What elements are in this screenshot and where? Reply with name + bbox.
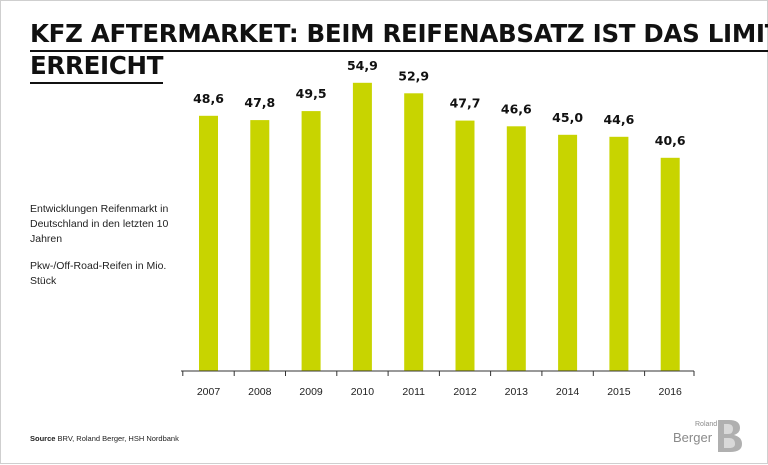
x-tick-label-2016: 2016: [659, 386, 683, 398]
value-label-2007: 48,6: [193, 91, 224, 106]
value-label-2008: 47,8: [244, 95, 275, 110]
value-label-2009: 49,5: [296, 86, 327, 101]
roland-berger-logo: Roland Berger: [673, 419, 745, 453]
bar-2013: [506, 126, 526, 371]
x-tick-label-2007: 2007: [197, 386, 221, 398]
value-label-2010: 54,9: [347, 58, 378, 73]
x-tick-label-2010: 2010: [351, 386, 375, 398]
value-label-2011: 52,9: [398, 68, 429, 83]
source-text: BRV, Roland Berger, HSH Nordbank: [57, 434, 179, 443]
bar-2007: [199, 115, 218, 371]
x-tick-label-2014: 2014: [556, 386, 580, 398]
x-tick-label-2009: 2009: [299, 386, 323, 398]
value-label-2013: 46,6: [501, 101, 532, 116]
bar-2016: [660, 157, 680, 371]
bar-2008: [250, 120, 270, 371]
value-label-2016: 40,6: [655, 133, 686, 148]
bar-2014: [558, 134, 578, 372]
x-tick-label-2012: 2012: [453, 386, 477, 398]
bar-2009: [301, 111, 321, 371]
logo-b-mark-icon: [718, 420, 742, 452]
value-label-2015: 44,6: [603, 112, 634, 127]
unit-description: Pkw-/Off-Road-Reifen in Mio. Stück: [30, 260, 167, 287]
x-tick-label-2008: 2008: [248, 386, 272, 398]
logo-big-text: Berger: [673, 430, 713, 445]
bar-2012: [455, 120, 475, 371]
logo-small-text: Roland: [695, 421, 718, 428]
x-tick-label-2011: 2011: [402, 386, 425, 398]
chart-title-line-1: KFZ AFTERMARKET: BEIM REIFENABSATZ IST D…: [30, 19, 768, 52]
value-label-2012: 47,7: [450, 96, 481, 111]
value-label-2014: 45,0: [552, 110, 583, 125]
bar-2010: [352, 82, 372, 372]
bar-2011: [404, 93, 424, 372]
bar-2015: [609, 136, 629, 371]
source-note: Source BRV, Roland Berger, HSH Nordbank: [30, 434, 179, 443]
chart-description: Entwicklungen Reifenmarkt in Deutschland…: [30, 203, 169, 245]
x-tick-label-2013: 2013: [505, 386, 529, 398]
x-tick-label-2015: 2015: [607, 386, 631, 398]
source-label: Source: [30, 434, 56, 443]
chart-title-line-2: ERREICHT: [30, 51, 163, 84]
